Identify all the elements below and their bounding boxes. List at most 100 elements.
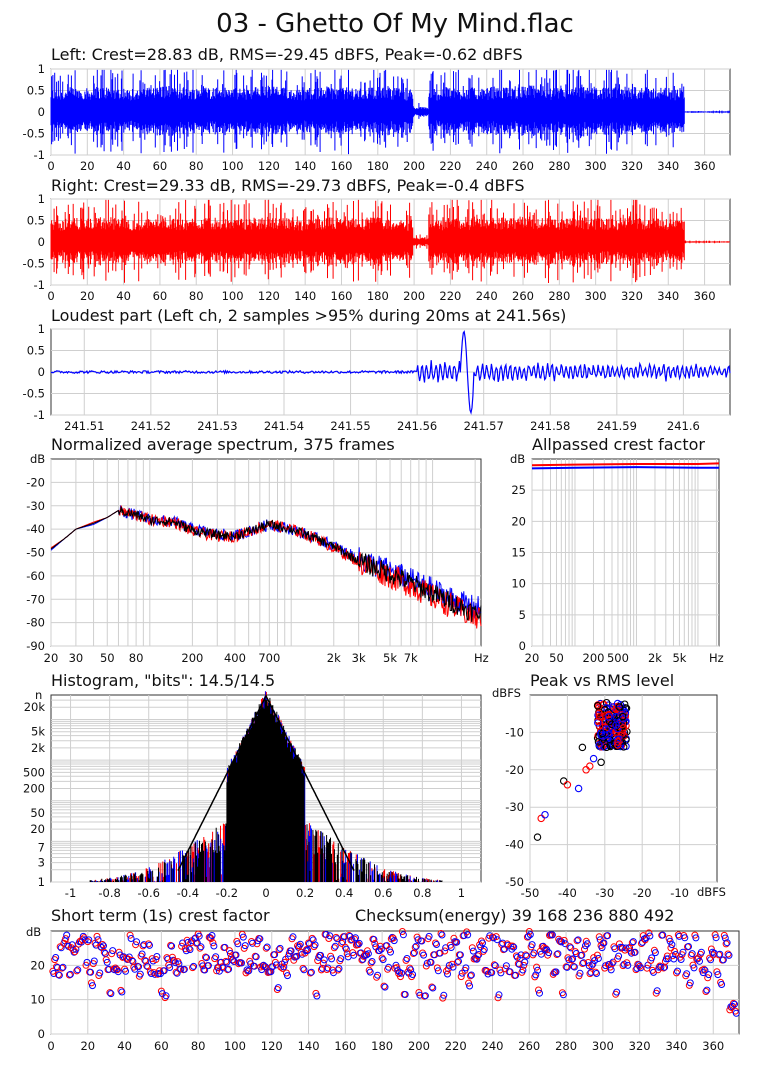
right-x-tick: 260 [512,289,534,303]
short-term-right-point [207,935,215,943]
short-term-left-point [135,963,142,971]
short-term-left-point [523,952,531,960]
left-x-tick: 360 [694,159,716,173]
short-term-left-point [506,968,514,976]
short-term-right-point [409,950,417,957]
short-term-left-point [333,935,341,943]
short-term-left-point [103,958,111,966]
short-term-left-point [370,936,378,943]
right-x-tick: 280 [548,289,570,303]
short-term-left-point [252,953,260,961]
allpassed-left-line [531,466,719,470]
short-term-left-point [502,962,510,970]
histogram-y-unit: n [35,688,42,702]
short-term-left-point [300,966,308,974]
peak-rms-point [615,703,624,711]
short-term-left-point [355,939,363,947]
histogram-y-tick: 2k [31,741,45,755]
short-term-left-point [66,970,74,978]
right-x-tick: 360 [694,289,716,303]
left-title: Left: Crest=28.83 dB, RMS=-29.45 dBFS, P… [51,45,523,64]
peak-rms-point [533,833,542,841]
histogram-y-tick: 200 [23,782,45,796]
short-term-left-point [410,949,418,957]
short-term-right-point [397,973,404,981]
short-term-left-point [366,968,374,976]
short-term-left-point [469,947,477,955]
peak-rms-point [618,712,627,721]
spectrum-x-tick: 30 [69,651,84,665]
short-term-title: Short term (1s) crest factor [51,906,270,925]
short-term-left-point [512,971,520,979]
short-term-left-point [593,970,600,977]
peak-rms-point [602,743,611,752]
left-x-tick: 320 [621,159,643,173]
short-term-left-point [221,943,229,951]
short-term-right-point [334,966,342,974]
short-term-left-point [238,959,245,967]
short-term-left-point [438,931,446,939]
peak-rms-x-tick: -40 [558,886,577,900]
short-term-left-point [239,933,247,941]
peak-rms-y-tick: -10 [505,725,524,739]
short-term-left-point [719,956,727,964]
short-term-right-point [636,962,644,970]
short-term-left-point [387,948,394,956]
histogram-x-tick: 0.6 [374,886,392,900]
short-term-left-point [52,954,60,961]
short-term-right-point [84,938,92,946]
short-term-right-point [465,979,473,987]
short-term-left-point [629,938,637,946]
histogram-x-tick: 0.2 [296,886,314,900]
short-term-x-tick: 100 [224,1039,246,1053]
short-term-right-point [457,973,465,981]
peak-rms-point [595,709,603,717]
short-term-right-point [490,961,498,969]
right-x-tick: 240 [476,289,498,303]
short-term-right-point [628,939,636,947]
short-term-right-point [281,958,289,966]
short-term-right-point [145,940,152,948]
short-term-left-point [307,968,315,976]
short-term-left-point [697,948,705,956]
short-term-left-point [326,932,334,940]
short-term-left-point [375,947,383,955]
histogram-x-tick: 0.8 [413,886,431,900]
short-term-left-point [87,968,95,976]
short-term-left-point [434,967,442,975]
short-term-x-tick: 40 [117,1039,132,1053]
short-term-left-point [256,935,264,943]
allpassed-x-unit: Hz [709,651,724,665]
short-term-left-point [666,937,674,945]
short-term-left-point [444,970,451,978]
short-term-left-point [245,967,253,975]
short-term-x-tick: 0 [47,1039,54,1053]
short-term-left-point [576,969,584,977]
spectrum-x-tick: 700 [258,651,280,665]
short-term-y-tick: 10 [30,993,45,1007]
short-term-right-point [509,942,517,950]
short-term-right-point [189,964,197,972]
histogram-y-tick: 20 [30,822,45,836]
peak-rms-point [589,754,598,763]
short-term-left-point [311,941,319,949]
right-y-tick: 0 [38,235,45,249]
short-term-left-point [122,967,130,975]
short-term-y-tick: 0 [38,1027,45,1041]
short-term-left-point [271,951,279,959]
short-term-right-point [330,944,338,952]
peak-rms-x-tick: -30 [595,886,614,900]
short-term-left-point [718,981,726,988]
allpassed-y-tick: 20 [511,514,526,528]
short-term-left-point [440,991,448,999]
short-term-left-point [582,942,589,950]
short-term-left-point [337,955,345,963]
short-term-left-point [521,958,529,966]
peak-rms-y-unit: dBFS [492,686,521,700]
short-term-right-point [132,941,140,949]
left-x-tick: 140 [294,159,316,173]
histogram-y-tick: 3 [38,856,45,870]
short-term-left-point [703,986,711,994]
spectrum-y-unit: dB [30,452,45,466]
short-term-right-point [108,950,116,958]
